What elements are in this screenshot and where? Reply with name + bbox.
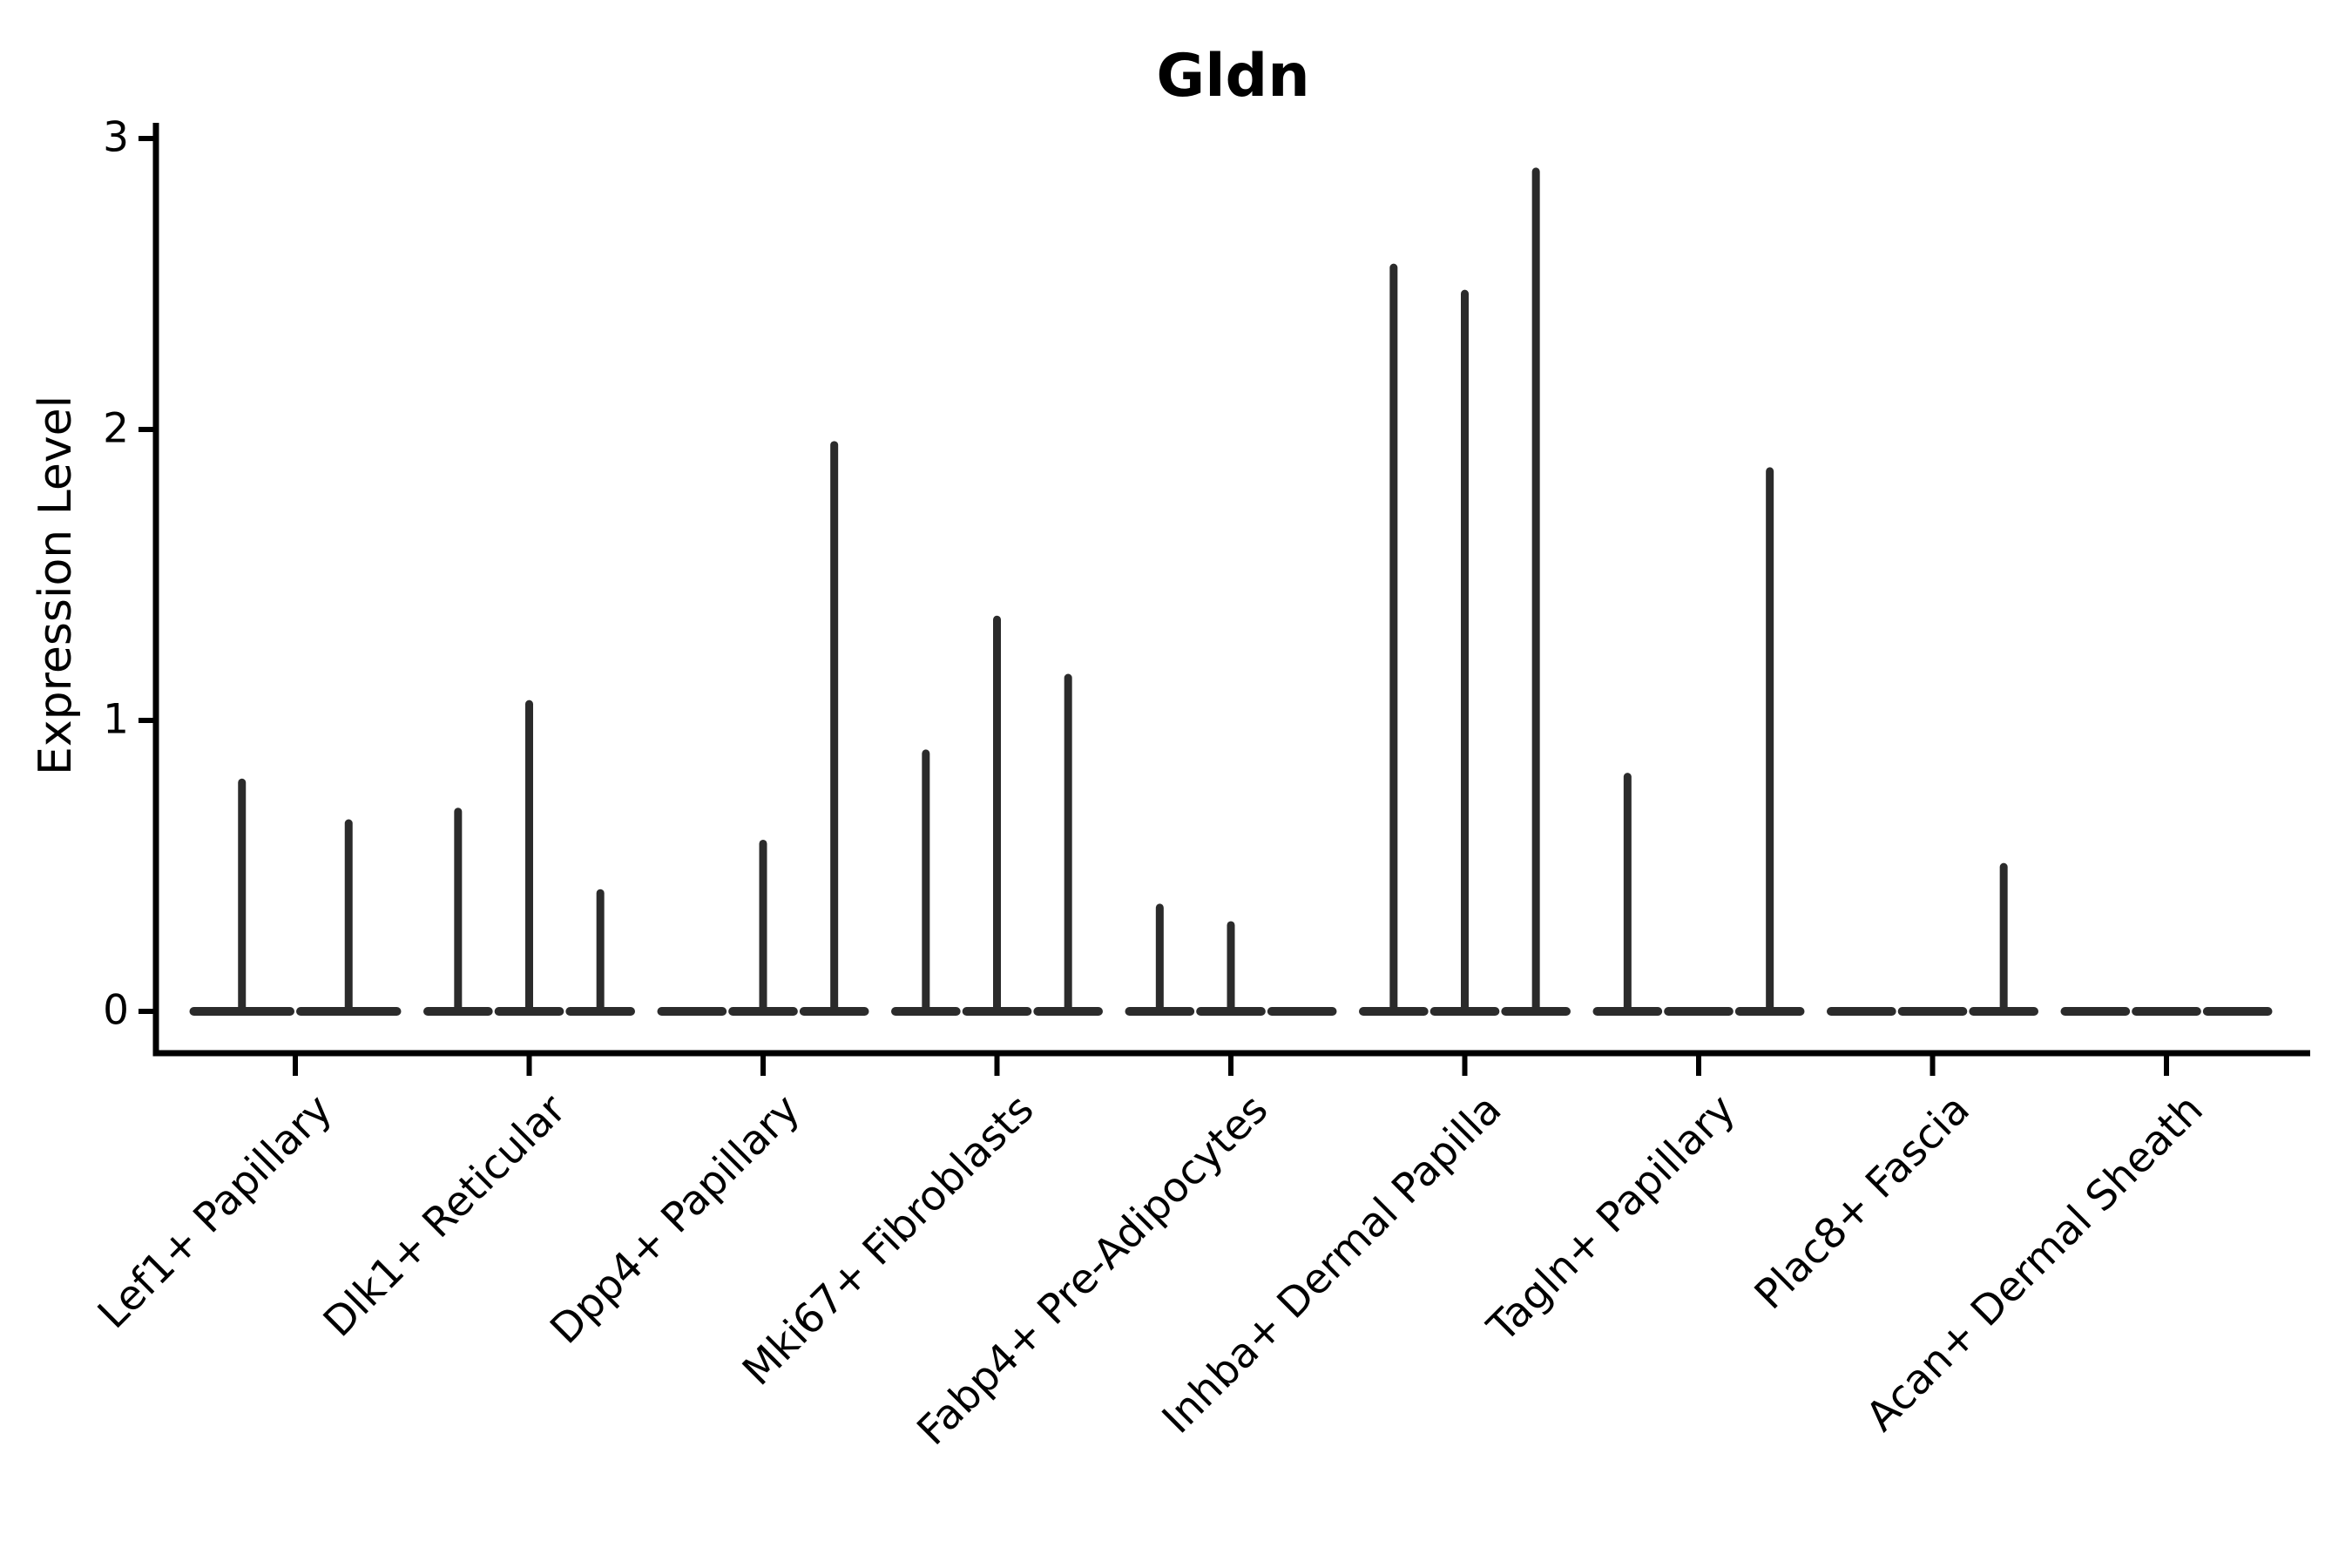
violin-body <box>494 1007 564 1016</box>
violin-body <box>2132 1007 2201 1016</box>
violin-spike <box>1766 467 1774 1015</box>
violin-body <box>891 1007 961 1016</box>
violin-body <box>565 1007 635 1016</box>
violin-body <box>189 1007 294 1016</box>
violin-body <box>799 1007 869 1016</box>
violin-spike <box>1064 673 1072 1015</box>
violin-body <box>1592 1007 1663 1016</box>
violin-spike <box>922 749 930 1015</box>
violin-spike <box>525 700 533 1015</box>
violin-body <box>1897 1007 1968 1016</box>
y-axis-label: Expression Level <box>30 395 82 776</box>
violin-spike <box>1389 263 1398 1015</box>
y-tick-label: 2 <box>103 404 129 453</box>
violin-body <box>1033 1007 1103 1016</box>
violin-body <box>962 1007 1032 1016</box>
violin-body <box>1664 1007 1734 1016</box>
violin-spike <box>759 839 767 1015</box>
violin-body <box>1267 1007 1337 1016</box>
violin-body <box>1196 1007 1266 1016</box>
violin-body <box>1125 1007 1195 1016</box>
violin-body <box>296 1007 402 1016</box>
violin-spike <box>454 808 463 1015</box>
violin-body <box>728 1007 798 1016</box>
violin-spike <box>1461 289 1469 1015</box>
violin-spike <box>830 441 839 1015</box>
y-tick-label: 3 <box>103 113 129 162</box>
violin-body <box>2202 1007 2273 1016</box>
violin-spike <box>1999 862 2008 1015</box>
violin-spike <box>993 615 1001 1015</box>
violin-spike <box>1155 903 1164 1015</box>
y-tick-label: 1 <box>103 695 129 744</box>
violin-body <box>2060 1007 2131 1016</box>
violin-body <box>423 1007 493 1016</box>
violin-spike <box>1531 167 1540 1015</box>
violin-body <box>657 1007 727 1016</box>
violin-body <box>1734 1007 1805 1016</box>
chart-title: Gldn <box>1156 42 1310 111</box>
violin-body <box>1429 1007 1500 1016</box>
violin-body <box>1501 1007 1571 1016</box>
violin-spike <box>1227 921 1235 1015</box>
y-tick-label: 0 <box>103 986 129 1035</box>
violin-body <box>1969 1007 2038 1016</box>
violin-spike <box>596 889 605 1015</box>
violin-spike <box>344 819 353 1015</box>
violin-spike <box>1623 773 1632 1015</box>
violin-spike <box>238 778 247 1015</box>
violin-body <box>1827 1007 1896 1016</box>
violin-body <box>1359 1007 1429 1016</box>
